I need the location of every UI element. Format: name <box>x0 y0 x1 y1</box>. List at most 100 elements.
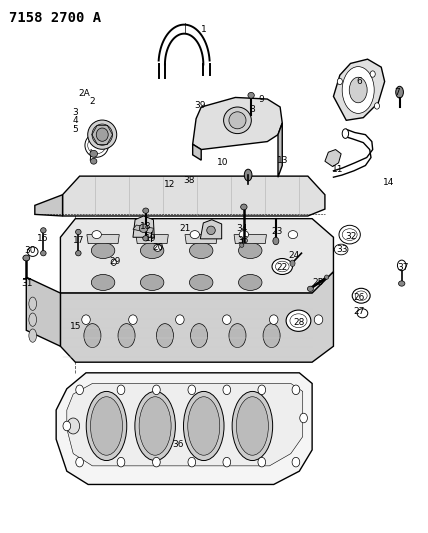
Text: 13: 13 <box>276 156 288 165</box>
Ellipse shape <box>76 229 81 235</box>
Text: 4: 4 <box>72 116 78 125</box>
Ellipse shape <box>29 297 36 310</box>
Text: 7: 7 <box>395 87 400 96</box>
Ellipse shape <box>241 204 247 210</box>
Ellipse shape <box>184 391 224 461</box>
Ellipse shape <box>258 385 266 394</box>
Ellipse shape <box>41 251 46 256</box>
Ellipse shape <box>96 128 108 141</box>
Ellipse shape <box>263 324 280 348</box>
Ellipse shape <box>334 244 348 255</box>
Ellipse shape <box>374 103 380 109</box>
Ellipse shape <box>223 457 231 467</box>
Text: 22: 22 <box>276 263 288 272</box>
Ellipse shape <box>140 274 164 290</box>
Ellipse shape <box>91 274 115 290</box>
Ellipse shape <box>88 137 106 154</box>
Text: 36: 36 <box>172 440 184 449</box>
Text: 2A: 2A <box>78 89 90 98</box>
Ellipse shape <box>27 247 38 256</box>
Ellipse shape <box>91 243 115 259</box>
Ellipse shape <box>307 286 313 292</box>
Polygon shape <box>60 272 333 362</box>
Ellipse shape <box>324 275 329 279</box>
Text: 11: 11 <box>332 165 343 174</box>
Ellipse shape <box>236 397 268 455</box>
Text: 14: 14 <box>383 178 395 187</box>
Text: 18: 18 <box>140 222 152 231</box>
Ellipse shape <box>29 329 36 342</box>
Text: 31: 31 <box>21 279 33 288</box>
Ellipse shape <box>370 71 375 77</box>
Polygon shape <box>193 98 282 150</box>
Polygon shape <box>193 144 201 160</box>
Ellipse shape <box>143 208 149 213</box>
Ellipse shape <box>288 231 297 239</box>
Polygon shape <box>333 59 385 120</box>
Text: 3: 3 <box>72 108 78 117</box>
Ellipse shape <box>90 397 122 455</box>
Polygon shape <box>35 195 62 216</box>
Ellipse shape <box>111 259 116 265</box>
Text: 29: 29 <box>109 257 121 265</box>
Text: 32: 32 <box>345 232 356 241</box>
Polygon shape <box>278 123 282 177</box>
Ellipse shape <box>352 288 370 303</box>
Polygon shape <box>325 150 341 166</box>
Ellipse shape <box>190 274 213 290</box>
Polygon shape <box>67 383 303 466</box>
Ellipse shape <box>240 243 244 247</box>
Ellipse shape <box>398 281 405 286</box>
Polygon shape <box>234 235 267 244</box>
Ellipse shape <box>190 324 208 348</box>
Text: 2: 2 <box>89 97 95 106</box>
Ellipse shape <box>85 133 108 157</box>
Ellipse shape <box>286 310 311 332</box>
Ellipse shape <box>229 112 246 129</box>
Ellipse shape <box>290 314 307 328</box>
Polygon shape <box>56 373 312 484</box>
Polygon shape <box>185 235 217 244</box>
Ellipse shape <box>175 315 184 325</box>
Ellipse shape <box>188 457 196 467</box>
Text: 23: 23 <box>271 228 283 237</box>
Ellipse shape <box>207 226 215 235</box>
Ellipse shape <box>117 385 125 394</box>
Text: 6: 6 <box>356 77 362 86</box>
Ellipse shape <box>63 421 71 431</box>
Ellipse shape <box>238 243 262 259</box>
Text: 12: 12 <box>163 180 175 189</box>
Ellipse shape <box>396 86 404 98</box>
Polygon shape <box>136 235 168 244</box>
Polygon shape <box>133 216 154 237</box>
Ellipse shape <box>29 313 36 326</box>
Text: 26: 26 <box>354 293 365 302</box>
Text: 20: 20 <box>153 244 164 253</box>
Ellipse shape <box>244 169 252 181</box>
Polygon shape <box>133 225 153 233</box>
Text: 28: 28 <box>294 318 305 327</box>
Ellipse shape <box>90 150 98 157</box>
Ellipse shape <box>141 231 150 239</box>
Ellipse shape <box>152 385 160 394</box>
Ellipse shape <box>188 397 220 455</box>
Ellipse shape <box>276 261 289 272</box>
Ellipse shape <box>88 120 117 149</box>
Ellipse shape <box>239 231 249 239</box>
Ellipse shape <box>272 259 292 274</box>
Text: 15: 15 <box>70 321 81 330</box>
Ellipse shape <box>188 385 196 394</box>
Ellipse shape <box>86 391 127 461</box>
Ellipse shape <box>223 107 251 134</box>
Ellipse shape <box>41 228 46 233</box>
Ellipse shape <box>139 397 171 455</box>
Ellipse shape <box>229 324 246 348</box>
Ellipse shape <box>398 260 406 271</box>
Ellipse shape <box>135 391 175 461</box>
Ellipse shape <box>156 324 173 348</box>
Ellipse shape <box>238 274 262 290</box>
Text: 10: 10 <box>217 158 228 167</box>
Ellipse shape <box>300 413 307 423</box>
Text: 39: 39 <box>195 101 206 110</box>
Ellipse shape <box>342 229 357 240</box>
